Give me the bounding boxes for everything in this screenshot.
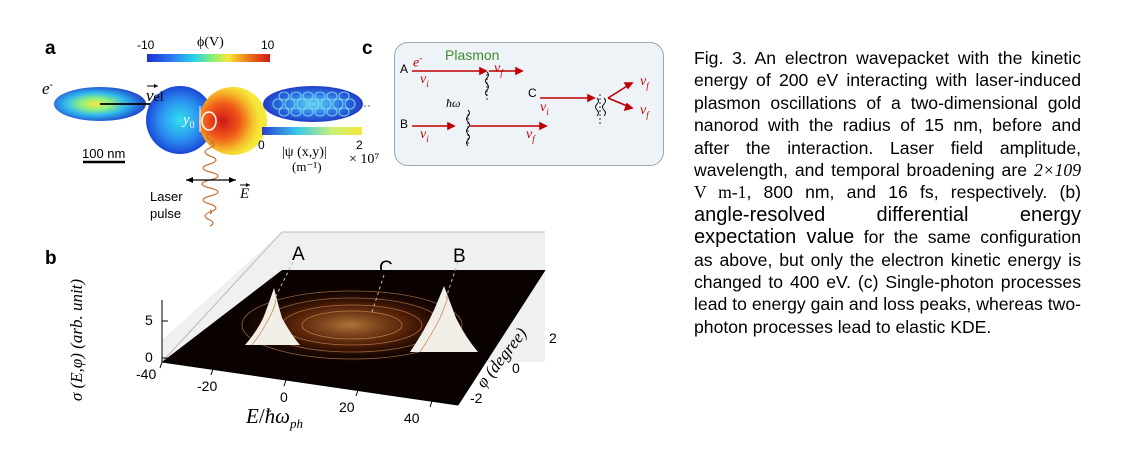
psi-units: (m⁻¹) [292, 159, 322, 174]
panel-c-box [394, 42, 664, 166]
panel-a-figure [54, 54, 372, 227]
caption-part-2: , 800 nm, and 16 fs, respectively. (b) [746, 182, 1081, 203]
x-axis-label: E/ħωph [246, 404, 303, 432]
panel-c-diagram [412, 66, 634, 147]
caption-part-3: for the same configuration as above, but… [694, 227, 1082, 337]
peak-label-a: A [292, 244, 305, 265]
panel-c-label: c [362, 38, 373, 59]
row-a-vi: vi [420, 72, 429, 89]
field-label: E [240, 186, 250, 202]
row-a-label: A [400, 62, 409, 76]
panel-b-label: b [45, 248, 57, 269]
row-a-vf: vf [494, 61, 503, 78]
x-tick-0: 0 [280, 389, 288, 405]
electron-label: e- [42, 79, 53, 98]
electron-packet-after [263, 86, 363, 122]
x-tick-40: 40 [404, 410, 420, 426]
caption-part-1: Fig. 3. An electron wavepacket with the … [694, 48, 1081, 181]
panel-a-label: a [45, 38, 56, 59]
panel-b-surface-plot [159, 231, 546, 408]
psi-label: |ψ (x,y)| [282, 145, 327, 160]
potential-colorbar [147, 54, 270, 62]
hbar-omega-label: ħω [446, 96, 461, 110]
figure-caption: Fig. 3. An electron wavepacket with the … [694, 47, 1081, 338]
row-b-vf: vf [526, 127, 535, 144]
row-b-vi: vi [420, 127, 429, 144]
phi-tick-0: 0 [512, 360, 520, 376]
psi-colorbar-two: 2 [356, 138, 363, 152]
colorbar-title: ϕ(V) [197, 35, 224, 50]
colorbar-max-label: 10 [261, 38, 275, 52]
colorbar-min-label: -10 [137, 38, 155, 52]
row-b-label: B [400, 117, 409, 131]
row-c-vf-down: vf [640, 103, 649, 120]
phi-tick-neg2: -2 [470, 390, 483, 406]
caption-amplitude: 2×109 [1033, 160, 1081, 181]
y-tick-5: 5 [145, 312, 153, 328]
phi-tick-2: 2 [549, 330, 557, 346]
y-axis-label: σ (E,φ) (arb. unit) [67, 278, 86, 402]
psi-scale: × 10⁷ [349, 152, 380, 167]
peak-label-b: B [453, 246, 466, 267]
velocity-label: vel [146, 86, 164, 105]
panel-c-electron: e- [413, 53, 423, 71]
peak-label-c: C [379, 258, 393, 279]
nanorod-positive-lobe [199, 87, 267, 155]
y-tick-0: 0 [145, 349, 153, 365]
psi-colorbar-zero: 0 [258, 138, 265, 152]
nanorod-negative-lobe [146, 86, 214, 154]
x-tick-20: 20 [339, 399, 355, 415]
laser-label-line1: Laser [150, 189, 183, 204]
peak-b-mark [410, 286, 478, 352]
plasmon-label: Plasmon [445, 47, 500, 63]
x-tick-neg20: -20 [197, 378, 218, 394]
y0-label: y0 [183, 112, 195, 131]
peak-a-mark [245, 288, 300, 345]
x-tick-neg40: -40 [136, 366, 157, 382]
row-c-label: C [528, 86, 537, 100]
row-c-vf-up: vf [640, 74, 649, 91]
caption-unit: V m-1 [694, 182, 747, 203]
caption-emphasis: angle-resolved differential energy expec… [694, 203, 1081, 249]
laser-label-line2: pulse [150, 206, 182, 221]
psi-colorbar [262, 127, 362, 135]
scale-bar-label: 100 nm [82, 146, 126, 161]
row-c-vi: vi [540, 100, 549, 117]
